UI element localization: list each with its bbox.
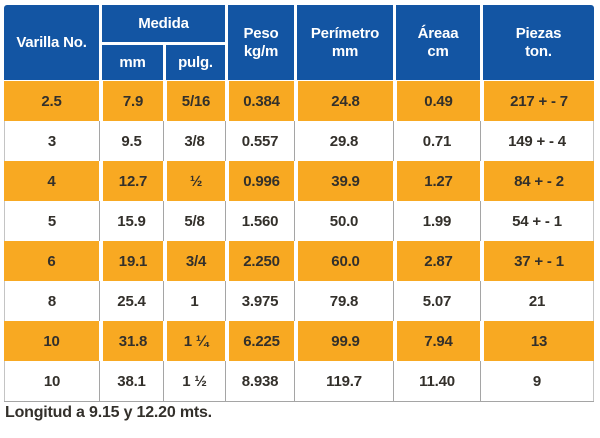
cell-varilla: 3 [4,121,99,161]
cell-pulg: 5/8 [163,201,225,241]
cell-peso: 0.384 [225,81,294,121]
header-pulg: pulg. [163,42,225,80]
cell-varilla: 4 [4,161,99,201]
cell-piezas: 54 + - 1 [480,201,594,241]
cell-piezas: 84 + - 2 [480,161,594,201]
cell-perimetro: 24.8 [294,81,393,121]
cell-varilla: 10 [4,321,99,361]
cell-mm: 38.1 [99,361,163,401]
header-perimetro-mm: Perímetro mm [294,5,393,80]
cell-area: 2.87 [393,241,480,281]
cell-perimetro: 50.0 [294,201,393,241]
cell-varilla: 6 [4,241,99,281]
cell-peso: 2.250 [225,241,294,281]
cell-perimetro: 79.8 [294,281,393,321]
cell-perimetro: 119.7 [294,361,393,401]
cell-peso: 0.996 [225,161,294,201]
table-row: 10 31.8 1 ¼ 6.225 99.9 7.94 13 [4,321,594,361]
table-row: 6 19.1 3/4 2.250 60.0 2.87 37 + - 1 [4,241,594,281]
cell-perimetro: 60.0 [294,241,393,281]
cell-area: 11.40 [393,361,480,401]
cell-area: 5.07 [393,281,480,321]
cell-pulg: 1 [163,281,225,321]
table-row: 5 15.9 5/8 1.560 50.0 1.99 54 + - 1 [4,201,594,241]
cell-pulg: 3/4 [163,241,225,281]
cell-mm: 7.9 [99,81,163,121]
cell-peso: 3.975 [225,281,294,321]
cell-peso: 6.225 [225,321,294,361]
table-row: 3 9.5 3/8 0.557 29.8 0.71 149 + - 4 [4,121,594,161]
cell-area: 1.27 [393,161,480,201]
cell-perimetro: 99.9 [294,321,393,361]
cell-area: 0.71 [393,121,480,161]
table-header: Varilla No. Medida mm pulg. Peso kg/m Pe… [4,5,594,80]
cell-pulg: 1 ½ [163,361,225,401]
table-row: 8 25.4 1 3.975 79.8 5.07 21 [4,281,594,321]
header-varilla-no: Varilla No. [4,5,99,80]
cell-piezas: 37 + - 1 [480,241,594,281]
table-body: 2.5 7.9 5/16 0.384 24.8 0.49 217 + - 7 3… [4,81,594,402]
cell-varilla: 10 [4,361,99,401]
cell-mm: 9.5 [99,121,163,161]
cell-varilla: 2.5 [4,81,99,121]
cell-piezas: 149 + - 4 [480,121,594,161]
cell-pulg: 1 ¼ [163,321,225,361]
cell-varilla: 8 [4,281,99,321]
cell-mm: 25.4 [99,281,163,321]
header-mm: mm [99,42,163,80]
header-area-cm: Áreaa cm [393,5,480,80]
cell-piezas: 217 + - 7 [480,81,594,121]
cell-pulg: 5/16 [163,81,225,121]
header-medida: Medida [99,5,225,42]
cell-piezas: 9 [480,361,594,401]
cell-perimetro: 29.8 [294,121,393,161]
table-row: 2.5 7.9 5/16 0.384 24.8 0.49 217 + - 7 [4,81,594,121]
table-row: 4 12.7 ½ 0.996 39.9 1.27 84 + - 2 [4,161,594,201]
cell-pulg: ½ [163,161,225,201]
cell-mm: 15.9 [99,201,163,241]
cell-piezas: 21 [480,281,594,321]
table-row: 10 38.1 1 ½ 8.938 119.7 11.40 9 [4,361,594,401]
cell-area: 0.49 [393,81,480,121]
cell-area: 1.99 [393,201,480,241]
cell-area: 7.94 [393,321,480,361]
cell-mm: 12.7 [99,161,163,201]
cell-peso: 8.938 [225,361,294,401]
cell-varilla: 5 [4,201,99,241]
header-peso-kg-m: Peso kg/m [225,5,294,80]
cell-mm: 31.8 [99,321,163,361]
header-piezas-ton: Piezas ton. [480,5,594,80]
cell-piezas: 13 [480,321,594,361]
cell-peso: 0.557 [225,121,294,161]
cell-pulg: 3/8 [163,121,225,161]
cell-perimetro: 39.9 [294,161,393,201]
cell-mm: 19.1 [99,241,163,281]
rebar-spec-table: Varilla No. Medida mm pulg. Peso kg/m Pe… [4,5,594,402]
cell-peso: 1.560 [225,201,294,241]
length-note: Longitud a 9.15 y 12.20 mts. [5,404,212,421]
